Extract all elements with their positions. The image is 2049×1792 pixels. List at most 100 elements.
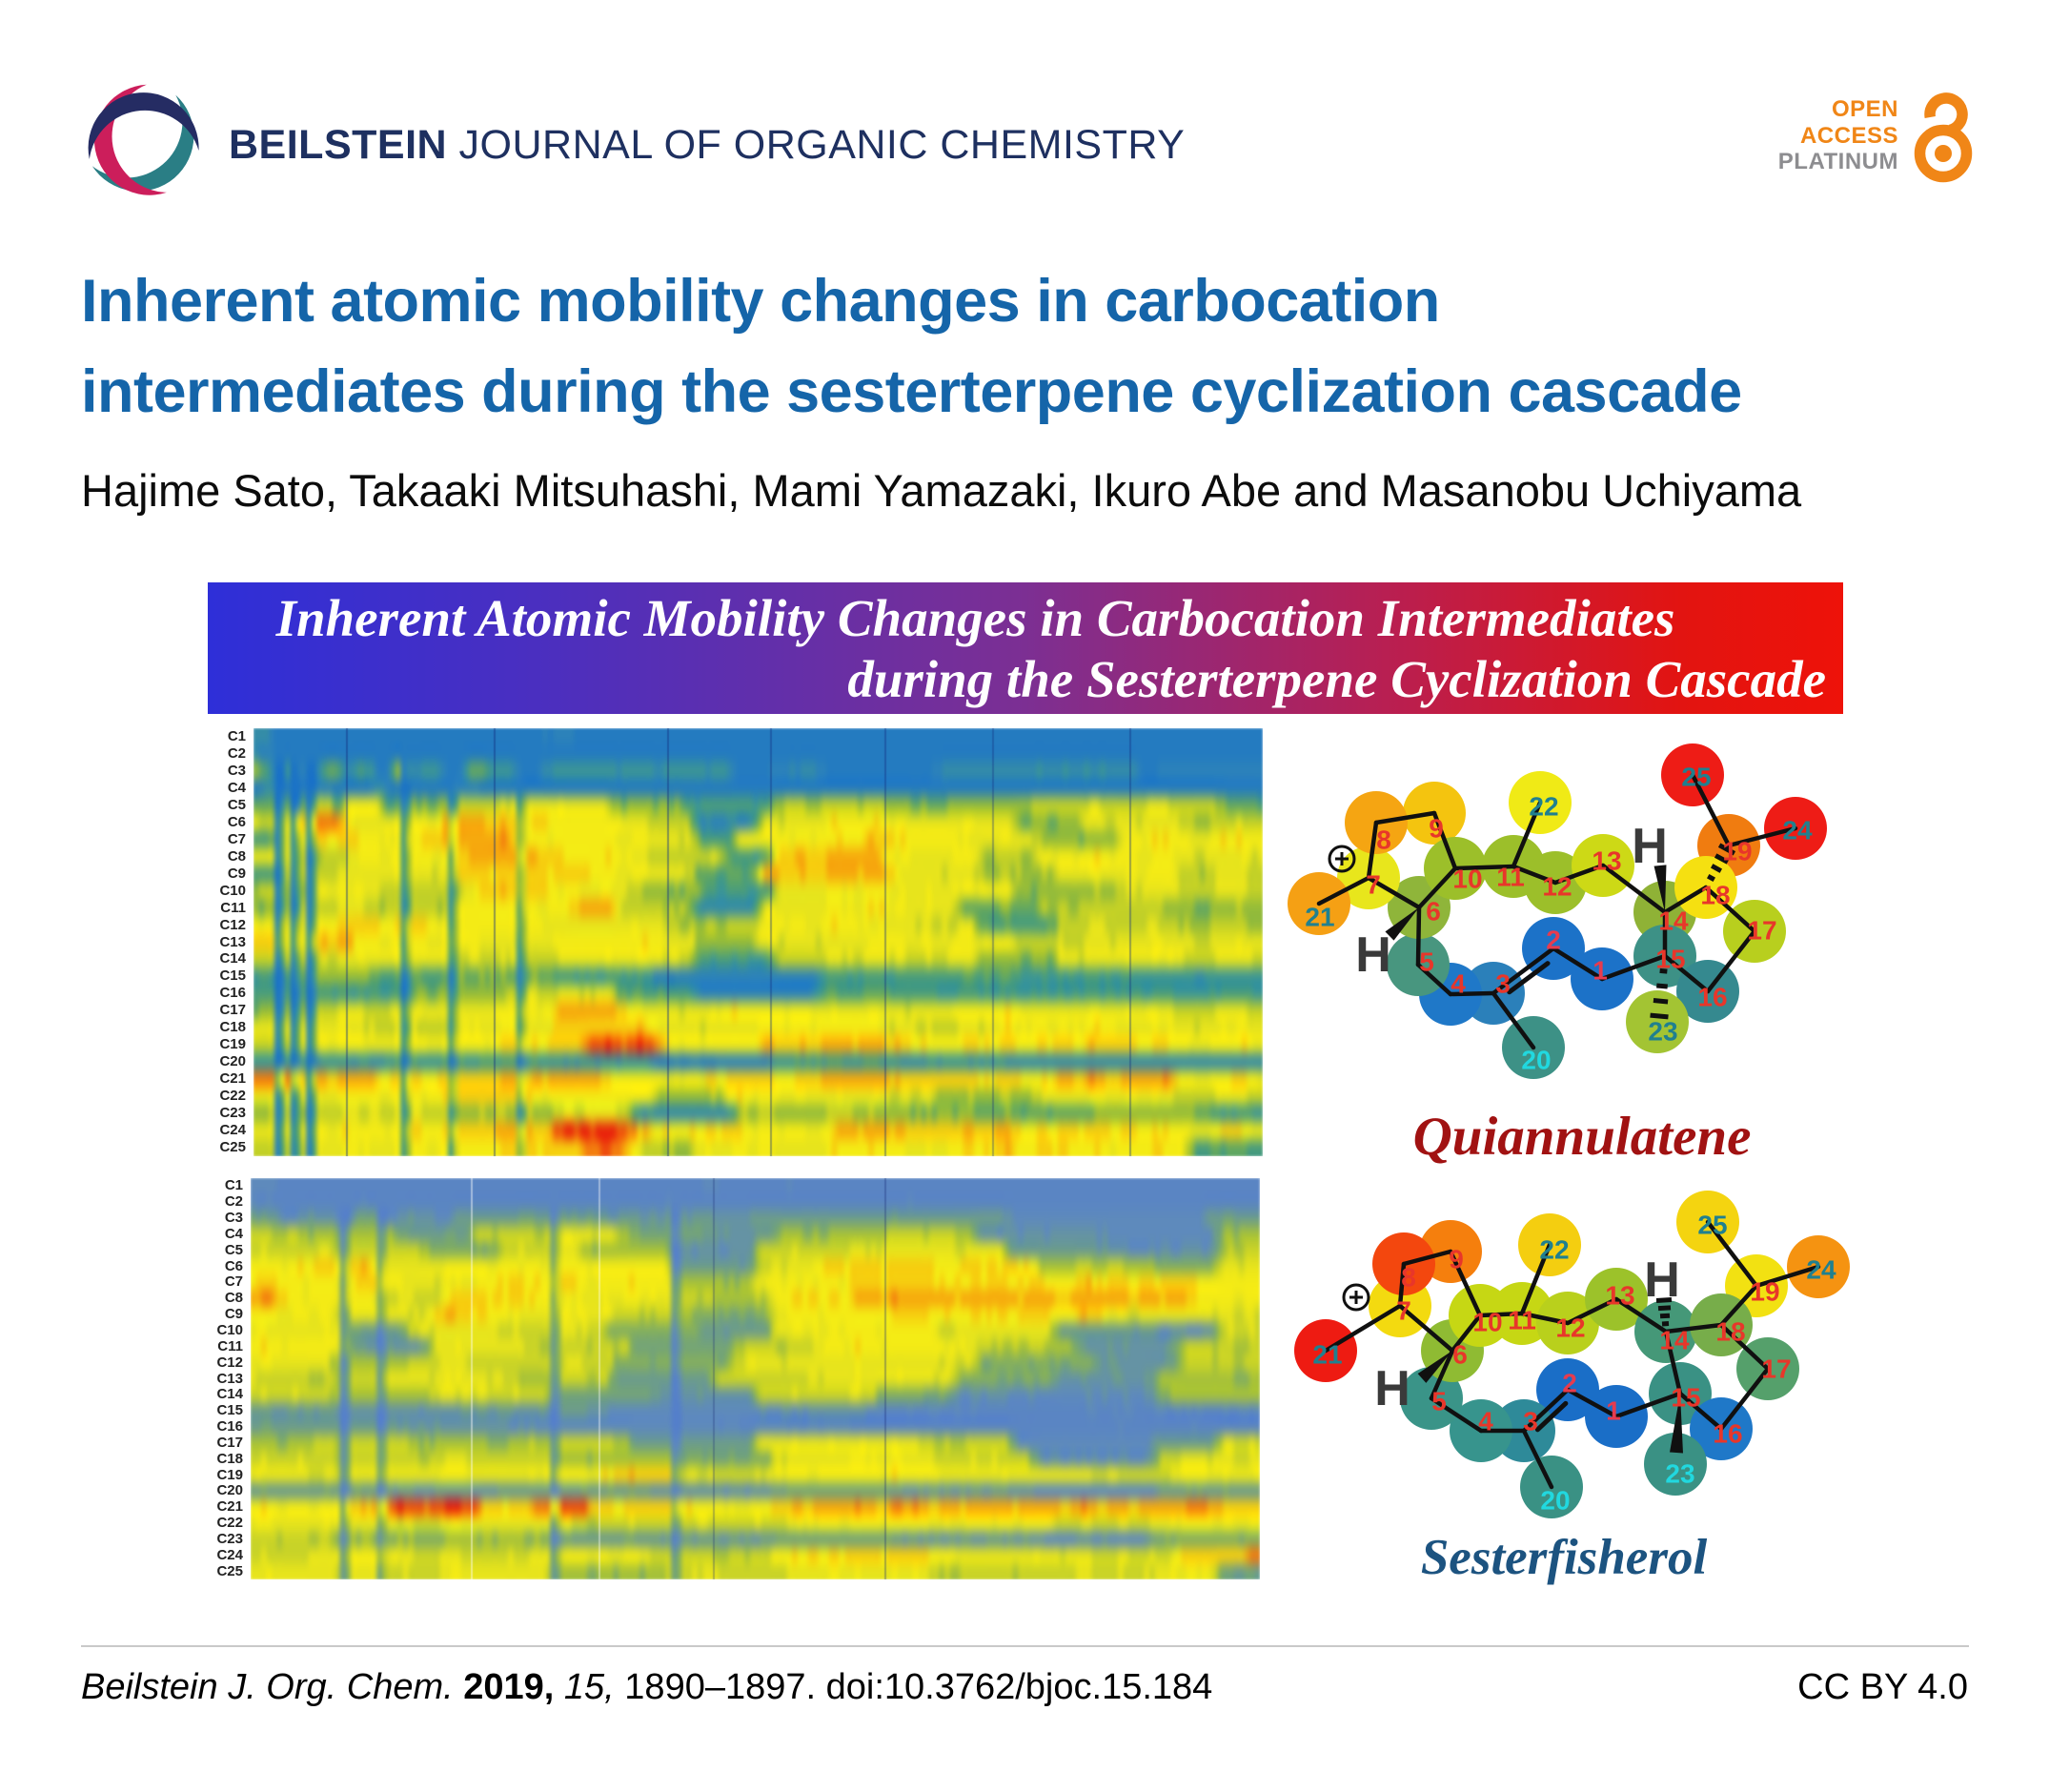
atom-circle-23 bbox=[1644, 1433, 1707, 1496]
atom-circle-19 bbox=[1725, 1254, 1788, 1317]
atom-circle-24 bbox=[1764, 797, 1827, 860]
atom-number-24: 24 bbox=[1806, 1255, 1836, 1285]
heatmap-row-label: C25 bbox=[219, 1139, 246, 1156]
atom-circle-21 bbox=[1288, 872, 1350, 935]
bond-17-18 bbox=[1703, 885, 1757, 934]
stereo-wedge bbox=[1385, 907, 1419, 941]
atom-circle-13 bbox=[1585, 1268, 1648, 1331]
atom-circle-12 bbox=[1524, 851, 1587, 914]
stereo-hash bbox=[1657, 1305, 1672, 1312]
open-access-lock-icon bbox=[1914, 92, 1973, 183]
heatmap-row-label: C10 bbox=[219, 882, 246, 899]
hydrogen-label: H bbox=[1374, 1361, 1410, 1416]
heatmap-row-label: C21 bbox=[216, 1498, 243, 1516]
atom-number-1: 1 bbox=[1606, 1396, 1621, 1426]
heatmap-row-label: C3 bbox=[227, 762, 246, 779]
atom-circle-11 bbox=[1482, 835, 1545, 898]
atom-circle-20 bbox=[1520, 1456, 1583, 1518]
charge-plus-icon bbox=[1342, 1283, 1370, 1312]
bond-5-4 bbox=[1429, 1395, 1484, 1434]
atom-circle-9 bbox=[1419, 1220, 1482, 1283]
atom-circle-9 bbox=[1403, 782, 1466, 845]
atom-number-14: 14 bbox=[1658, 906, 1689, 936]
heatmap-row-label: C8 bbox=[224, 1290, 243, 1307]
bond-11-22 bbox=[1511, 800, 1543, 869]
atom-number-21: 21 bbox=[1305, 903, 1334, 932]
heatmap-row-label: C24 bbox=[219, 1122, 246, 1139]
heatmap-row-label: C9 bbox=[224, 1306, 243, 1323]
atom-number-7: 7 bbox=[1396, 1296, 1411, 1326]
atom-circle-8 bbox=[1372, 1232, 1435, 1295]
logo-arc-navy bbox=[88, 92, 199, 159]
article-authors: Hajime Sato, Takaaki Mitsuhashi, Mami Ya… bbox=[81, 465, 1802, 516]
atom-number-17: 17 bbox=[1747, 916, 1776, 946]
bond-2-1 bbox=[1565, 1387, 1619, 1419]
atom-number-2: 2 bbox=[1562, 1369, 1577, 1398]
bond-19-25 bbox=[1705, 1219, 1759, 1289]
license-label: CC BY 4.0 bbox=[1797, 1667, 1968, 1707]
atom-circle-10 bbox=[1424, 837, 1487, 900]
heatmap-row-label: C6 bbox=[227, 813, 246, 830]
heatmap-row-label: C17 bbox=[216, 1434, 243, 1451]
citation-journal: Beilstein J. Org. Chem. bbox=[81, 1667, 454, 1707]
atom-circle-16 bbox=[1690, 1397, 1753, 1460]
bond-3-20 bbox=[1491, 990, 1536, 1050]
atom-circle-15 bbox=[1649, 1362, 1712, 1425]
atom-circle-15 bbox=[1633, 925, 1696, 988]
heatmap-row-label: C12 bbox=[219, 916, 246, 933]
atom-number-12: 12 bbox=[1542, 872, 1572, 902]
atom-circle-17 bbox=[1736, 1337, 1799, 1400]
heatmap-row-label: C15 bbox=[216, 1402, 243, 1419]
heatmap-row-label: C2 bbox=[227, 744, 246, 762]
atom-number-5: 5 bbox=[1431, 1387, 1447, 1416]
molecule-name-sesterfisherol: Sesterfisherol bbox=[1420, 1530, 1708, 1585]
bond-7-8 bbox=[1366, 820, 1379, 881]
bond-10-11 bbox=[1477, 1311, 1525, 1318]
atom-number-15: 15 bbox=[1671, 1383, 1700, 1413]
atom-number-23: 23 bbox=[1648, 1017, 1677, 1047]
stereo-hash bbox=[1655, 1297, 1673, 1303]
atom-number-3: 3 bbox=[1523, 1407, 1538, 1436]
bond-12-13 bbox=[1565, 1296, 1619, 1326]
bond-6-5 bbox=[1415, 905, 1422, 967]
stereo-hash bbox=[1650, 1012, 1669, 1020]
atom-number-22: 22 bbox=[1539, 1235, 1569, 1265]
heatmap-row-label: C8 bbox=[227, 847, 246, 865]
atom-number-2: 2 bbox=[1546, 926, 1561, 955]
atom-circle-6 bbox=[1388, 876, 1451, 939]
atom-circle-17 bbox=[1723, 900, 1786, 963]
molecule-name-quiannulatene: Quiannulatene bbox=[1412, 1107, 1752, 1167]
bond-2-1 bbox=[1551, 946, 1605, 982]
atom-number-19: 19 bbox=[1722, 837, 1752, 866]
atom-circle-23 bbox=[1626, 990, 1689, 1053]
atom-number-8: 8 bbox=[1376, 825, 1391, 855]
atom-circle-5 bbox=[1400, 1367, 1463, 1430]
heatmap-row-label: C5 bbox=[227, 796, 246, 813]
stereo-hash bbox=[1717, 843, 1736, 856]
heatmap-row-label: C24 bbox=[216, 1546, 243, 1563]
heatmap-row-label: C17 bbox=[219, 1002, 246, 1019]
atom-circle-21 bbox=[1294, 1319, 1357, 1382]
bond-17-18 bbox=[1718, 1322, 1771, 1372]
bond-9-10 bbox=[1431, 810, 1458, 871]
heatmap-sesterfisherol bbox=[251, 1178, 1260, 1579]
atom-circle-4 bbox=[1419, 963, 1482, 1026]
heatmap-row-label: C20 bbox=[219, 1053, 246, 1070]
atom-number-9: 9 bbox=[1449, 1245, 1464, 1274]
atom-number-11: 11 bbox=[1508, 1306, 1536, 1335]
atom-circle-10 bbox=[1449, 1284, 1511, 1347]
heatmap-quiannulatene bbox=[254, 728, 1263, 1156]
heatmap-row-label: C15 bbox=[219, 967, 246, 985]
bond-18-14 bbox=[1662, 885, 1709, 915]
heatmap-row-label: C19 bbox=[216, 1466, 243, 1483]
bond-15-16 bbox=[1677, 1391, 1724, 1432]
atom-circle-18 bbox=[1690, 1293, 1753, 1356]
hydrogen-label: H bbox=[1355, 927, 1391, 983]
atom-number-16: 16 bbox=[1713, 1419, 1742, 1449]
stereo-wedge bbox=[1653, 865, 1667, 912]
bond-11-12 bbox=[1519, 1311, 1571, 1326]
atom-number-10: 10 bbox=[1452, 865, 1482, 894]
atom-circle-11 bbox=[1491, 1282, 1553, 1345]
atom-circle-2 bbox=[1536, 1358, 1599, 1421]
bond-1-15 bbox=[1599, 953, 1668, 982]
